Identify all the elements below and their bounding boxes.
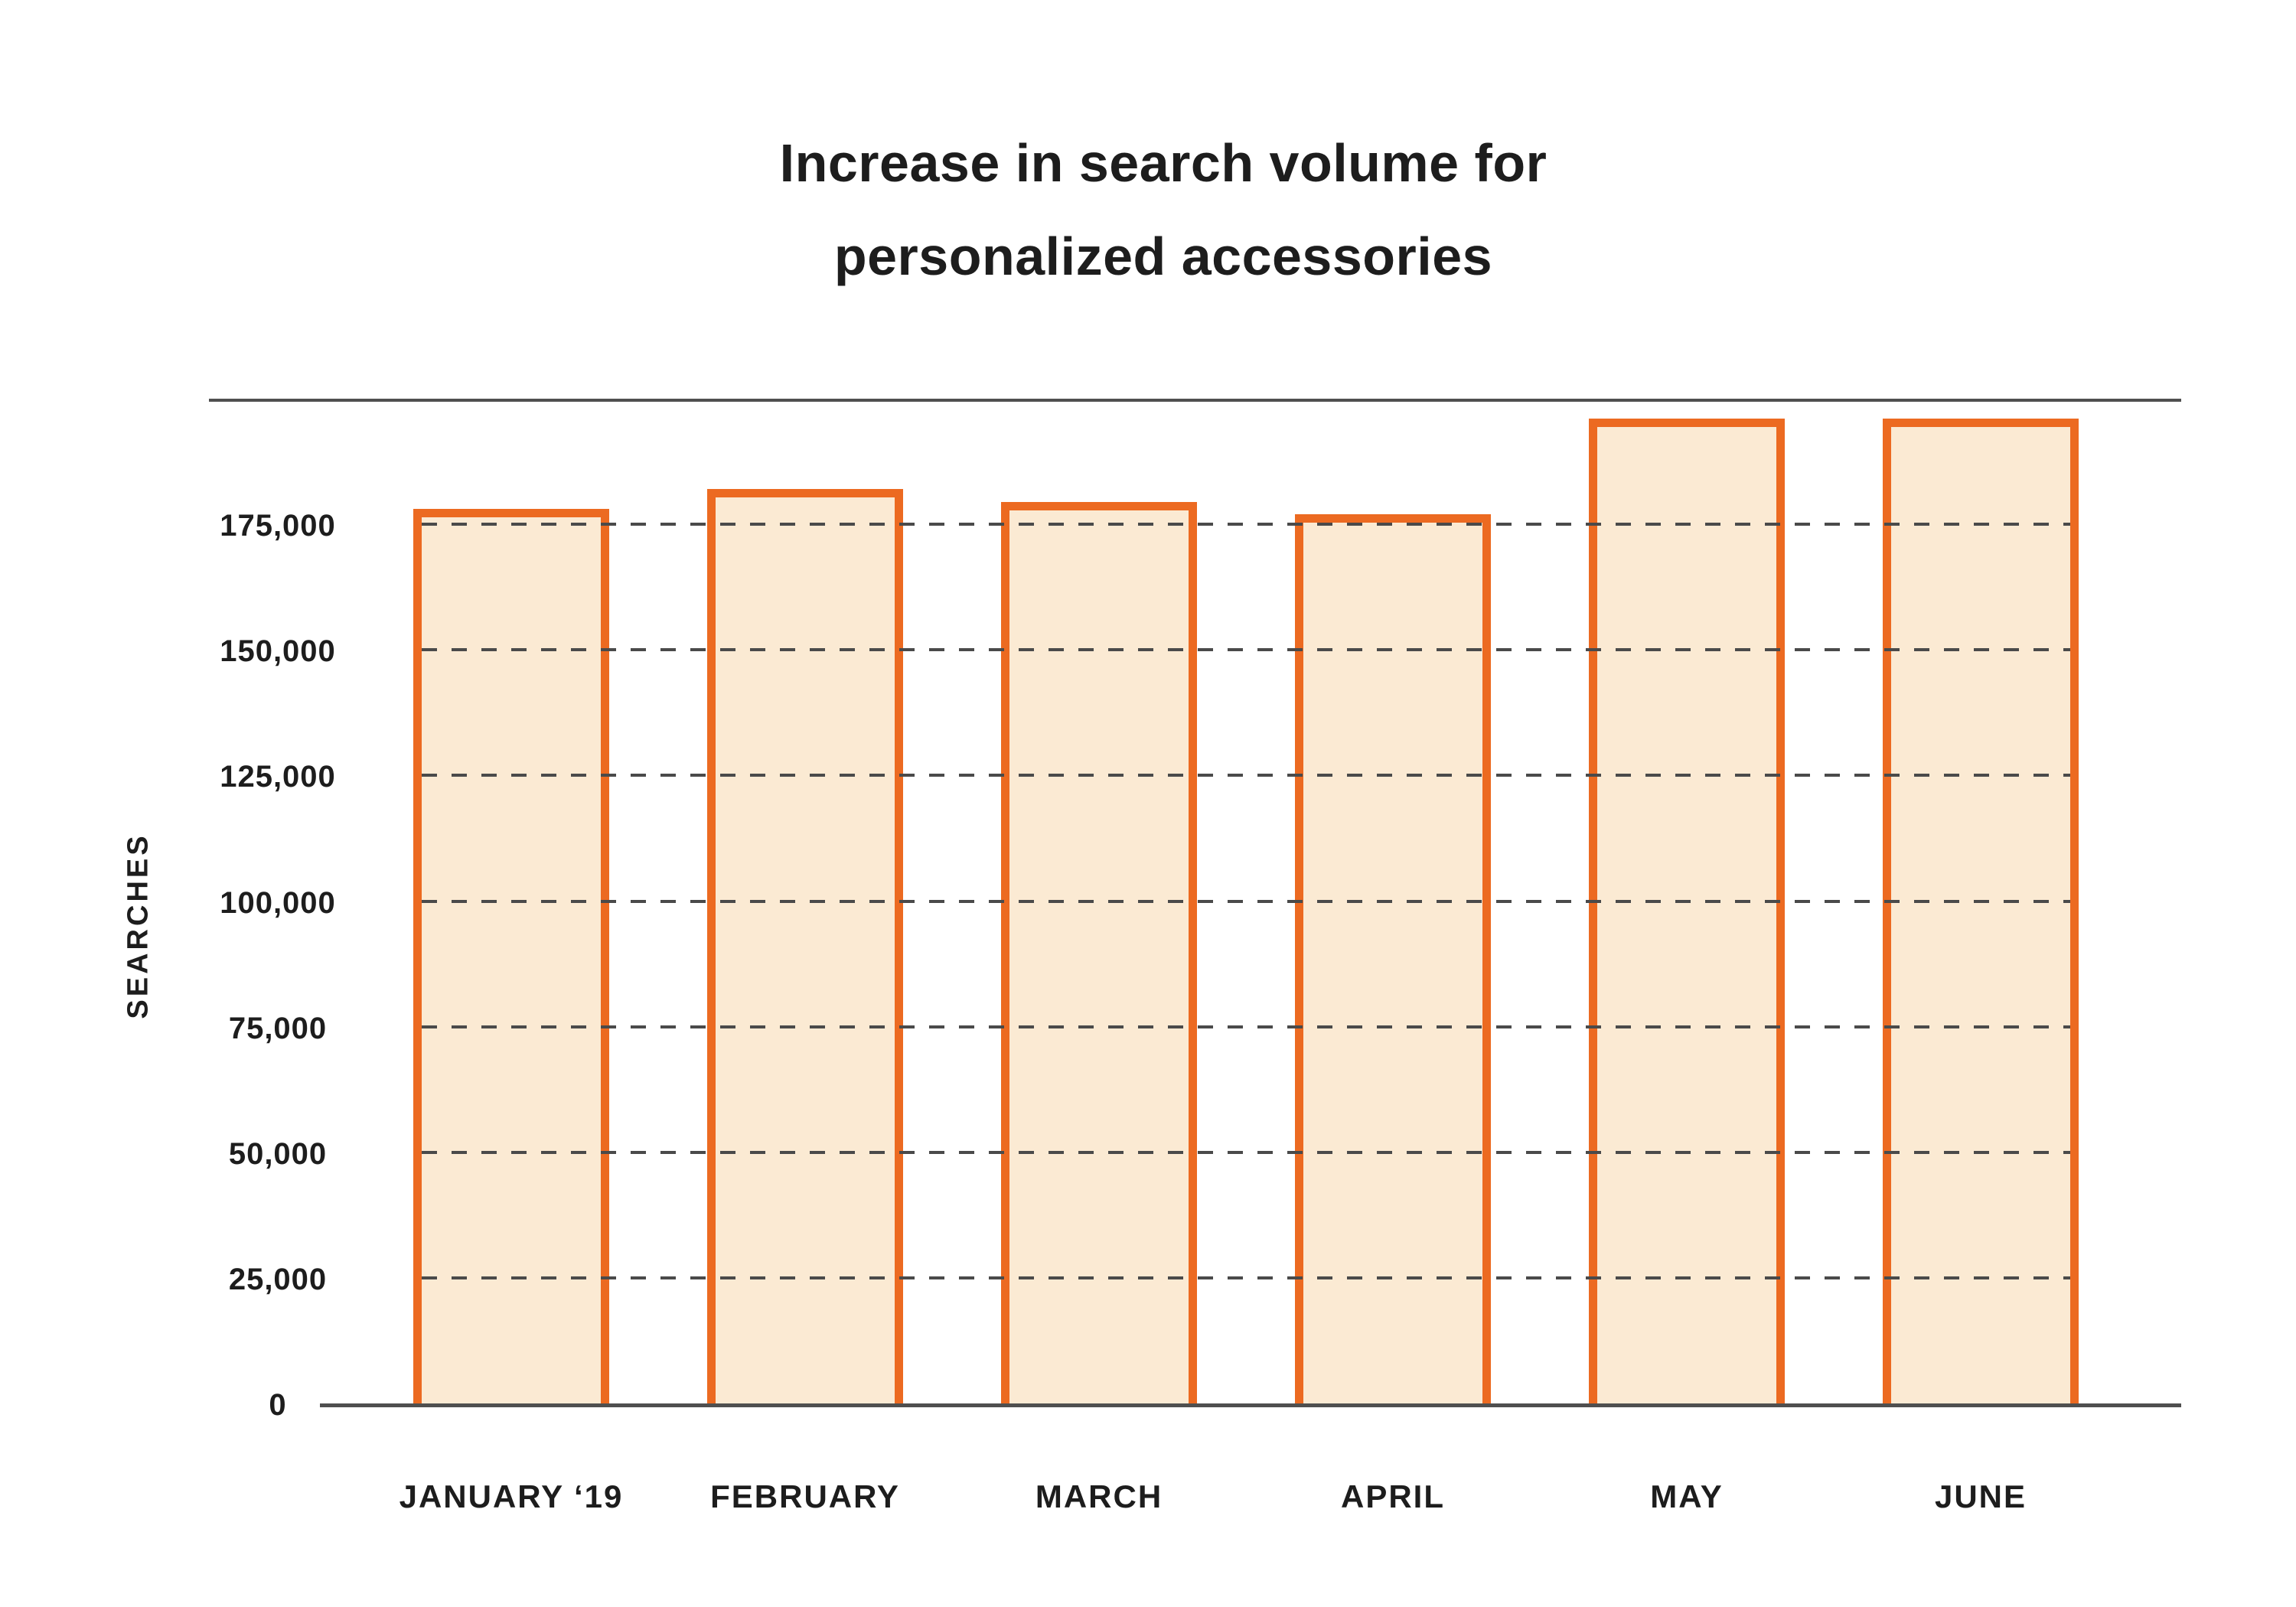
y-tick-label-25000: 25,000 <box>228 1263 328 1296</box>
y-tick-label-0: 0 <box>269 1388 287 1422</box>
bar-april <box>1295 514 1491 1403</box>
y-tick-label-125000: 125,000 <box>220 760 336 794</box>
y-tick-label-75000: 75,000 <box>228 1012 328 1045</box>
y-tick-label-150000: 150,000 <box>220 634 336 668</box>
gridline-175000 <box>422 523 2070 526</box>
y-axis-label: SEARCHES <box>122 833 155 1019</box>
gridline-150000 <box>422 648 2070 651</box>
bar-february <box>707 489 903 1403</box>
chart-title-line-2: personalized accessories <box>833 227 1493 286</box>
gridline-50000 <box>422 1151 2070 1154</box>
chart-title: Increase in search volume for personaliz… <box>780 116 1548 303</box>
x-axis-label-june: JUNE <box>1934 1478 2027 1514</box>
chart-top-border-line <box>209 399 2181 402</box>
chart-title-line-1: Increase in search volume for <box>779 133 1548 193</box>
bar-may <box>1589 419 1785 1403</box>
gridline-100000 <box>422 900 2070 903</box>
x-axis-label-march: MARCH <box>1035 1478 1163 1514</box>
gridline-25000 <box>422 1276 2070 1279</box>
x-axis-label-may: MAY <box>1650 1478 1724 1514</box>
bar-january-19 <box>413 509 609 1403</box>
gridline-75000 <box>422 1025 2070 1028</box>
y-tick-label-50000: 50,000 <box>228 1137 328 1171</box>
bar-march <box>1001 502 1197 1403</box>
gridline-125000 <box>422 774 2070 777</box>
x-axis-label-january-19: JANUARY ‘19 <box>399 1478 624 1514</box>
y-tick-label-100000: 100,000 <box>220 886 336 920</box>
x-axis-label-april: APRIL <box>1341 1478 1445 1514</box>
x-axis-label-february: FEBRUARY <box>710 1478 900 1514</box>
x-axis-line <box>320 1403 2181 1407</box>
y-tick-label-175000: 175,000 <box>220 509 336 543</box>
bar-june <box>1883 419 2079 1403</box>
